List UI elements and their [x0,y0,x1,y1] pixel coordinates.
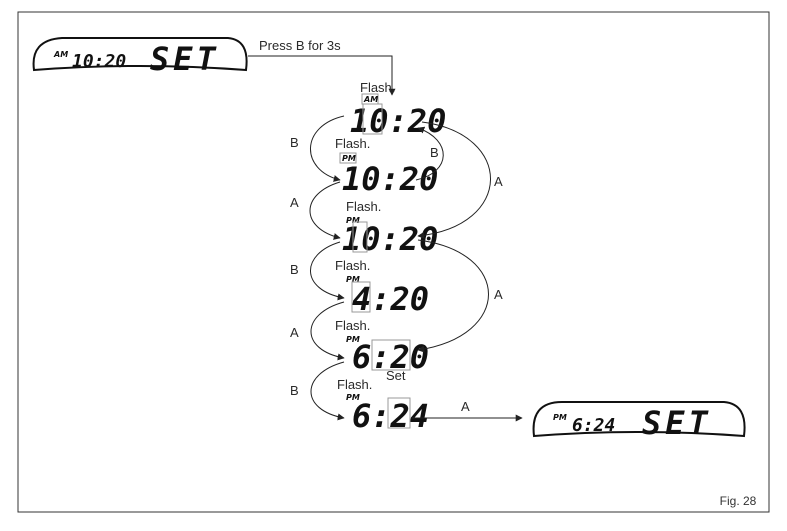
right-loop-a-1 [417,121,491,239]
final-display-time: 6:24 [572,415,615,436]
step-5-flash-box [371,339,411,371]
top-display-indicator: AM [53,50,68,59]
step-6-extra: Set [386,368,406,383]
step-2-time: 10:20 [342,160,438,198]
step-1-indicator: AM [363,95,378,104]
step-2-indicator-box [339,152,357,164]
press-instruction: Press B for 3s [259,38,341,53]
step-1-status: Flash. [360,80,395,95]
step-3-status: Flash. [346,199,381,214]
right-loop-a-1-label: A [494,174,503,189]
right-loop-b [415,126,444,181]
right-loop-b-label: B [430,145,439,160]
figure-label: Fig. 28 [720,494,757,508]
step-1-flash-box [362,103,383,135]
final-display-indicator: PM [553,413,567,422]
top-display-mode: SET [150,40,220,78]
step-4-status: Flash. [335,258,370,273]
step-4-indicator: PM [346,275,360,284]
press-arrow [248,55,396,96]
step-6-time: 6:24 [352,397,429,435]
step-6-status: Flash. [337,377,372,392]
step-3-flash-box [352,221,368,253]
left-loop-1 [310,115,345,182]
step-6-indicator: PM [346,393,360,402]
figure-frame [17,11,770,513]
step-2-indicator: PM [342,154,356,163]
top-display-bezel [32,37,248,72]
final-display: PM 6:24 SET [532,401,746,442]
left-loop-4 [310,301,345,361]
left-loop-1-label: B [290,135,299,150]
step-5-status: Flash. [335,318,370,333]
left-loop-3 [310,241,345,301]
left-loop-2-label: A [290,195,299,210]
final-display-bezel [532,401,746,438]
top-display-time: 10:20 [72,51,126,72]
left-loop-5 [310,361,345,421]
right-loop-a-2-label: A [494,287,503,302]
left-loop-4-label: A [290,325,299,340]
step-6-flash-box [387,397,411,429]
step-2-status: Flash. [335,136,370,151]
top-display: AM 10:20 SET [32,37,248,78]
step-4-flash-box [351,281,371,313]
left-loop-3-label: B [290,262,299,277]
final-arrow-label: A [461,399,470,414]
step-5-indicator: PM [346,335,360,344]
left-loop-5-label: B [290,383,299,398]
step-3-indicator: PM [346,216,360,225]
right-loop-a-2 [417,239,489,353]
final-display-mode: SET [642,404,712,442]
left-loop-2 [309,181,341,240]
